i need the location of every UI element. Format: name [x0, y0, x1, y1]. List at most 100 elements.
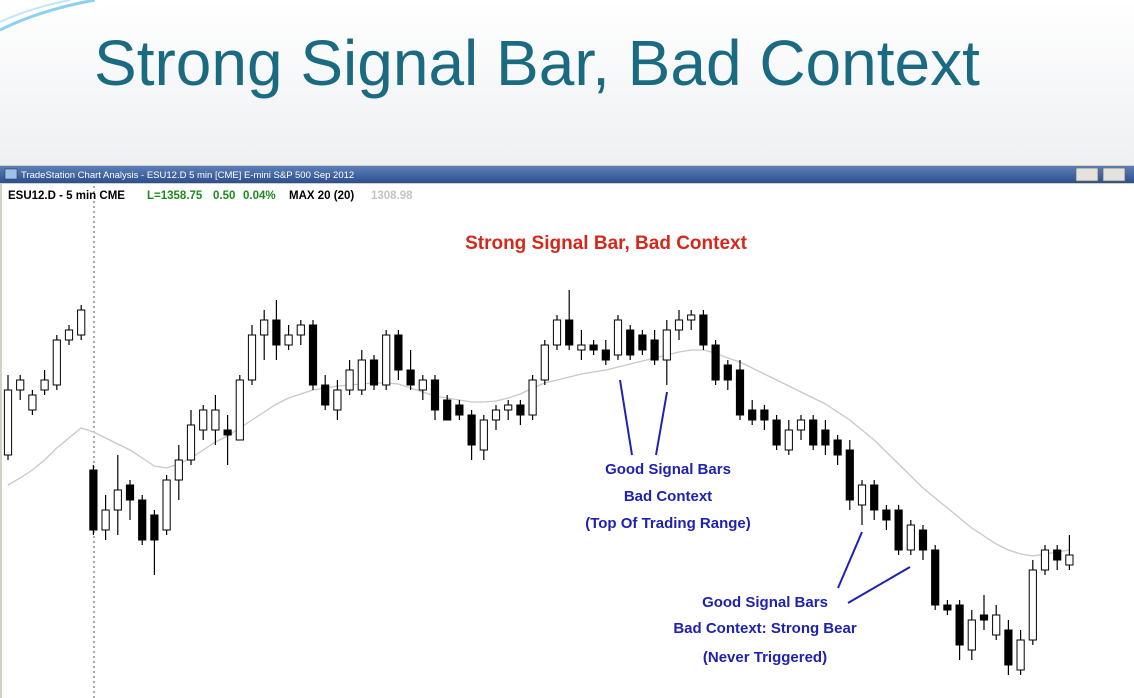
candle-body [101, 509, 110, 531]
candle-body [150, 514, 159, 541]
candle-body [394, 334, 403, 371]
candle-body [260, 319, 269, 336]
candle-body [894, 509, 903, 551]
candle-body [626, 329, 635, 356]
status-change: 0.50 [213, 190, 235, 202]
window-button[interactable] [1102, 167, 1126, 182]
candle-body [357, 359, 366, 391]
candle-body [1040, 549, 1050, 571]
candle-body [845, 449, 854, 501]
candle-body [784, 429, 793, 451]
candle-body [857, 484, 867, 506]
candle-body [748, 409, 757, 421]
candle-body [589, 344, 598, 351]
candle-body [64, 329, 74, 341]
candle-body [601, 349, 610, 361]
candle-body [955, 604, 964, 646]
candle-body [1004, 629, 1013, 666]
candle-body [662, 329, 671, 361]
candle-body [40, 379, 49, 391]
candle-body [906, 524, 915, 551]
annotation: (Top Of Trading Range) [585, 515, 751, 532]
candle-body [345, 369, 354, 391]
annotation: Good Signal Bars [605, 461, 731, 478]
status-change-pct: 0.04% [243, 190, 276, 202]
candle-body [52, 339, 61, 386]
candle-body [1065, 554, 1074, 566]
candle-body [333, 389, 342, 411]
candle-body [638, 334, 647, 351]
candle-body [28, 394, 37, 411]
candle-body [674, 319, 684, 331]
candle-body [504, 404, 513, 411]
candle-body [89, 469, 98, 531]
candle-body [211, 409, 220, 431]
window-button[interactable] [1075, 167, 1099, 182]
arrow [837, 531, 863, 589]
candle-body [772, 419, 781, 446]
candle-body [735, 369, 745, 416]
candle-body [321, 384, 330, 406]
candle-body [870, 484, 879, 511]
candle-body [979, 614, 989, 621]
arrow [655, 391, 668, 456]
candle-body [16, 379, 25, 391]
candle-body [918, 529, 928, 551]
annotation: Good Signal Bars [702, 594, 828, 611]
arrow [847, 566, 911, 604]
candle-body [162, 479, 171, 531]
annotation-arrows [619, 379, 911, 604]
candle-body [430, 379, 440, 411]
annotation: Bad Context [624, 488, 712, 505]
arrow [619, 379, 633, 456]
decor-swoosh [0, 0, 71, 23]
candle-body [821, 429, 830, 446]
candle-body [467, 414, 476, 446]
annotation: (Never Triggered) [703, 649, 827, 666]
candle-body [992, 614, 1001, 636]
candle-body [308, 324, 318, 386]
window-titlebar [0, 166, 1134, 183]
candle-body [125, 484, 135, 501]
candle-body [540, 344, 549, 381]
candle-body [967, 619, 976, 651]
slide-title: Strong Signal Bar, Bad Context [94, 27, 980, 99]
candle-body [443, 399, 452, 421]
status-indicator-value: 1308.98 [371, 190, 413, 202]
candle-body [882, 509, 891, 521]
candle-body [223, 429, 232, 436]
candle-body [382, 334, 391, 386]
candle-body [369, 359, 379, 386]
candle-body [138, 499, 147, 541]
candle-body [491, 409, 501, 421]
candle-body [1053, 549, 1062, 561]
candle-body [796, 419, 806, 431]
candle-body [418, 379, 427, 391]
candle-body [613, 319, 623, 356]
candle-body [711, 344, 720, 381]
candle-body [565, 319, 574, 346]
candle-body [516, 404, 525, 416]
candle-body [723, 364, 732, 381]
candle-body [284, 334, 293, 346]
candle-body [528, 379, 537, 416]
candle-body [77, 309, 86, 336]
candle-body [3, 389, 13, 456]
chart-area [2, 184, 1134, 698]
candle-body [760, 409, 769, 421]
candle-body [479, 419, 488, 451]
decor-swoosh [0, 0, 96, 32]
candle-body [943, 604, 952, 611]
annotation: Bad Context: Strong Bear [673, 620, 857, 637]
candle-body [577, 344, 586, 351]
candle-body [1016, 639, 1025, 671]
window-icon [4, 168, 18, 180]
status-symbol: ESU12.D - 5 min CME [8, 190, 125, 202]
moving-average [7, 349, 1070, 557]
chart-title: Strong Signal Bar, Bad Context [465, 233, 748, 254]
status-last: L=1358.75 [147, 190, 203, 202]
candle-body [833, 439, 842, 456]
candle-body [186, 424, 196, 461]
